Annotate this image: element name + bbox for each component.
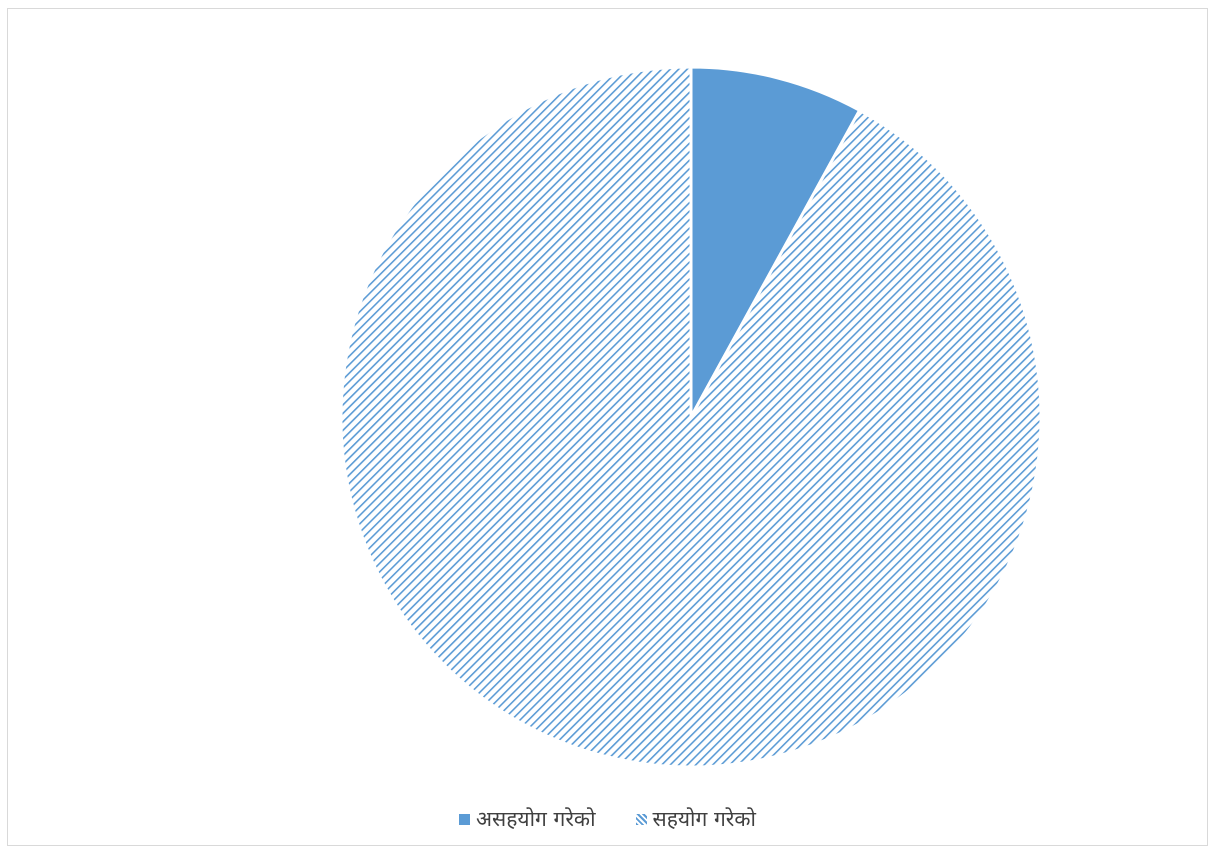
- pie-slices: [339, 65, 1043, 769]
- legend-label: असहयोग गरेको: [476, 807, 596, 831]
- pie-slice-asahayog[interactable]: [689, 65, 862, 418]
- legend-swatch-solid: [459, 814, 471, 825]
- legend-label: सहयोग गरेको: [652, 807, 756, 831]
- legend-item-sahayog[interactable]: सहयोग गरेको: [635, 807, 756, 831]
- legend: असहयोग गरेको सहयोग गरेको: [8, 809, 1207, 830]
- chart-area: असहयोग गरेको सहयोग गरेको: [7, 8, 1208, 846]
- pie-chart: [339, 65, 1043, 769]
- pie-slice-sahayog[interactable]: [339, 65, 1043, 769]
- legend-swatch-hatched: [635, 814, 647, 825]
- legend-item-asahayog[interactable]: असहयोग गरेको: [459, 809, 596, 830]
